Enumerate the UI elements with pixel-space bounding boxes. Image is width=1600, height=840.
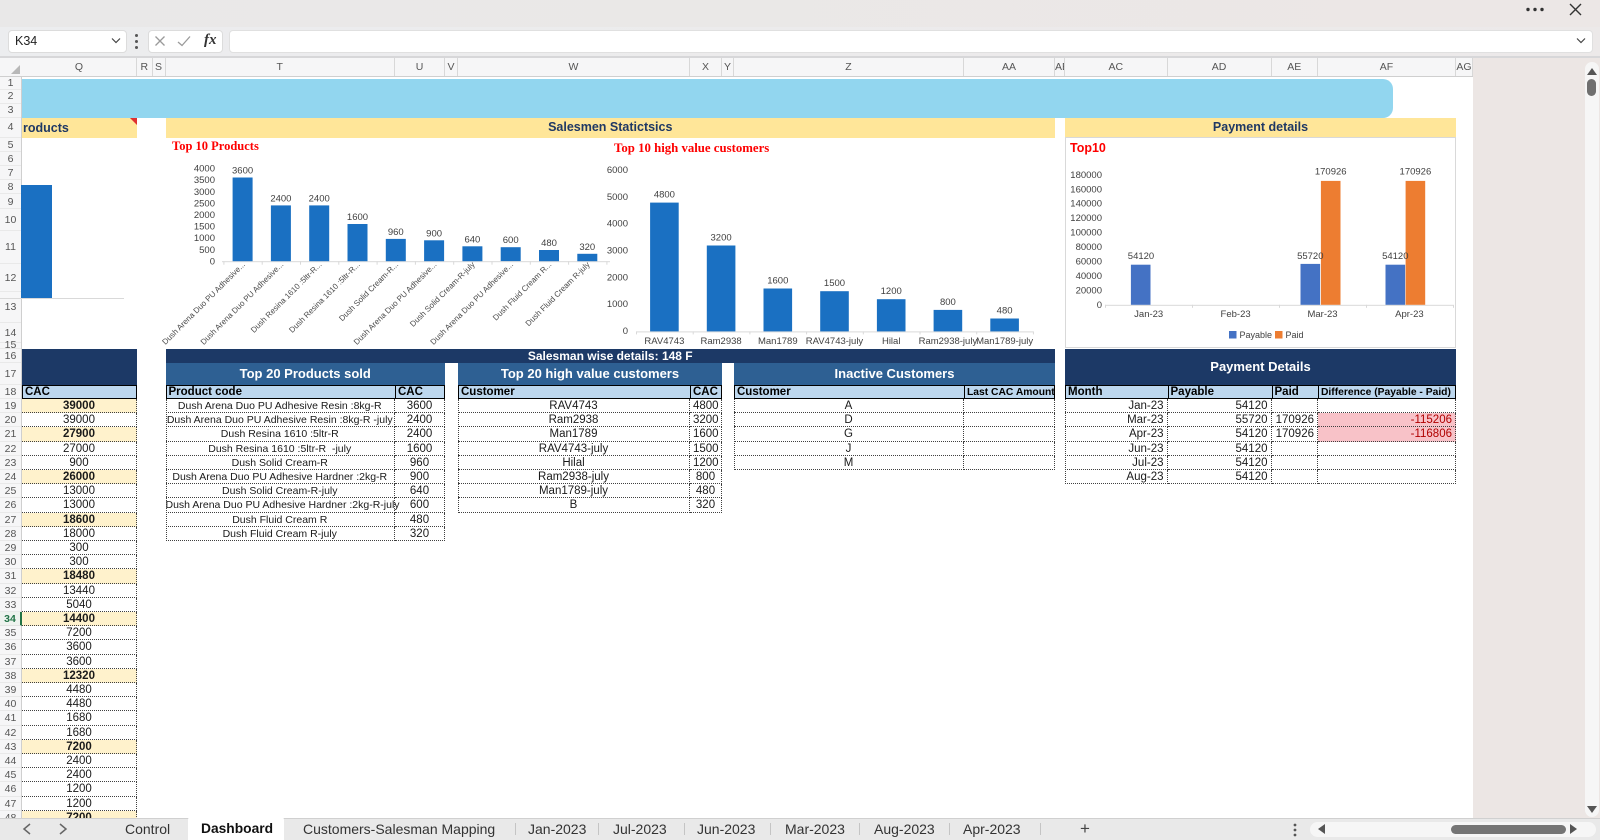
- svg-text:140000: 140000: [1070, 199, 1102, 210]
- svg-text:Dush Resina 1610 :5ltr-R...: Dush Resina 1610 :5ltr-R...: [287, 260, 362, 335]
- svg-text:2000: 2000: [607, 272, 628, 283]
- svg-text:480: 480: [541, 238, 557, 249]
- svg-text:4800: 4800: [654, 190, 675, 201]
- svg-text:Man1789: Man1789: [758, 336, 798, 347]
- svg-text:170926: 170926: [1400, 167, 1432, 178]
- svg-text:Top 10 Products: Top 10 Products: [172, 139, 259, 153]
- svg-text:120000: 120000: [1070, 213, 1102, 224]
- svg-text:Feb-23: Feb-23: [1221, 309, 1251, 320]
- svg-text:3200: 3200: [711, 233, 732, 244]
- svg-text:960: 960: [388, 227, 404, 238]
- svg-text:Top 10 high value customers: Top 10 high value customers: [614, 141, 769, 155]
- svg-text:Dush Arena Duo PU Adhesive...: Dush Arena Duo PU Adhesive...: [352, 260, 439, 347]
- svg-text:RAV4743: RAV4743: [644, 336, 684, 347]
- svg-text:Dush Fluid Cream R-july: Dush Fluid Cream R-july: [524, 260, 592, 328]
- svg-text:Dush Arena Duo PU Adhesive...: Dush Arena Duo PU Adhesive...: [160, 260, 247, 347]
- svg-text:Man1789-july: Man1789-july: [976, 336, 1033, 347]
- svg-text:2400: 2400: [270, 193, 291, 204]
- svg-text:2400: 2400: [309, 193, 330, 204]
- svg-text:Hilal: Hilal: [882, 336, 900, 347]
- svg-text:Top10: Top10: [1070, 141, 1106, 155]
- svg-text:100000: 100000: [1070, 228, 1102, 239]
- svg-text:3500: 3500: [194, 175, 215, 186]
- svg-text:900: 900: [426, 228, 442, 239]
- svg-text:2500: 2500: [194, 198, 215, 209]
- svg-text:1500: 1500: [194, 222, 215, 233]
- svg-text:0: 0: [623, 326, 628, 337]
- svg-text:Dush Solid Cream-R-july: Dush Solid Cream-R-july: [408, 260, 477, 329]
- svg-text:3000: 3000: [607, 246, 628, 257]
- svg-text:170926: 170926: [1315, 167, 1347, 178]
- svg-text:600: 600: [503, 235, 519, 246]
- svg-text:3000: 3000: [194, 187, 215, 198]
- svg-text:20000: 20000: [1076, 285, 1102, 296]
- svg-text:1000: 1000: [194, 233, 215, 244]
- svg-text:5000: 5000: [607, 192, 628, 203]
- svg-text:320: 320: [579, 242, 595, 253]
- svg-text:6000: 6000: [607, 165, 628, 176]
- svg-text:54120: 54120: [1382, 251, 1408, 262]
- svg-text:480: 480: [997, 306, 1013, 317]
- svg-text:3600: 3600: [232, 166, 253, 177]
- svg-text:Jan-23: Jan-23: [1134, 309, 1163, 320]
- svg-text:Ram2938-july: Ram2938-july: [919, 336, 978, 347]
- svg-text:Apr-23: Apr-23: [1395, 309, 1424, 320]
- svg-text:1000: 1000: [607, 299, 628, 310]
- svg-text:4000: 4000: [194, 164, 215, 175]
- svg-text:4000: 4000: [607, 219, 628, 230]
- svg-text:60000: 60000: [1076, 257, 1102, 268]
- svg-text:40000: 40000: [1076, 271, 1102, 282]
- svg-text:55720: 55720: [1297, 251, 1323, 262]
- svg-text:RAV4743-july: RAV4743-july: [806, 336, 864, 347]
- svg-text:Dush Arena Duo PU Adhesive...: Dush Arena Duo PU Adhesive...: [429, 260, 516, 347]
- svg-text:640: 640: [464, 234, 480, 245]
- svg-text:1200: 1200: [881, 286, 902, 297]
- svg-text:800: 800: [940, 297, 956, 308]
- svg-text:1600: 1600: [347, 212, 368, 223]
- svg-text:Payable: Payable: [1240, 330, 1273, 340]
- svg-text:Dush Resina 1610 :5ltr-R...: Dush Resina 1610 :5ltr-R...: [249, 260, 324, 335]
- svg-text:160000: 160000: [1070, 184, 1102, 195]
- svg-text:1600: 1600: [767, 276, 788, 287]
- svg-text:0: 0: [1097, 300, 1102, 311]
- svg-text:2000: 2000: [194, 210, 215, 221]
- svg-text:54120: 54120: [1128, 251, 1154, 262]
- svg-text:500: 500: [199, 245, 215, 256]
- svg-text:180000: 180000: [1070, 170, 1102, 181]
- svg-text:Dush Arena Duo PU Adhesive...: Dush Arena Duo PU Adhesive...: [199, 260, 286, 347]
- svg-text:Ram2938: Ram2938: [700, 336, 741, 347]
- svg-text:0: 0: [210, 257, 215, 268]
- svg-text:1500: 1500: [824, 278, 845, 289]
- svg-text:80000: 80000: [1076, 242, 1102, 253]
- svg-text:Mar-23: Mar-23: [1307, 309, 1337, 320]
- svg-text:Paid: Paid: [1286, 330, 1304, 340]
